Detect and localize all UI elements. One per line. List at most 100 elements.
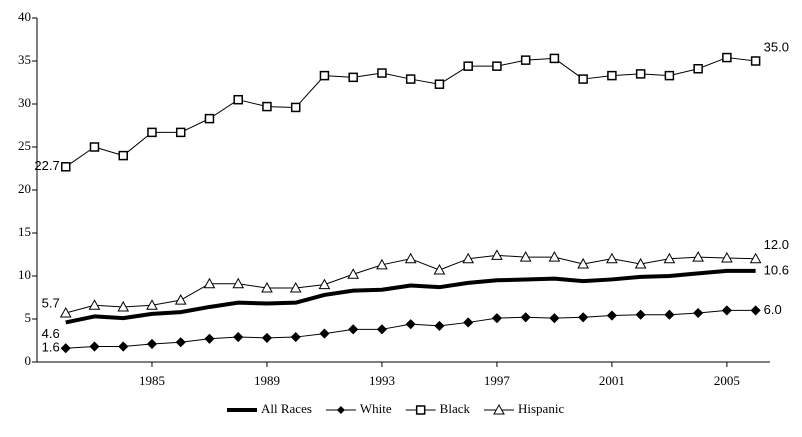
point	[491, 313, 502, 324]
series: 4.6 10.6	[42, 262, 789, 341]
point	[693, 307, 704, 319]
legend-marker	[336, 406, 345, 414]
value-label: 4.6	[42, 326, 60, 341]
point	[405, 319, 416, 330]
x-tick-label: 2001	[599, 373, 625, 388]
x-tick-label: 2005	[714, 373, 740, 388]
point	[548, 251, 561, 262]
legend-label: Black	[440, 401, 471, 416]
value-label: 35.0	[764, 39, 789, 54]
point	[693, 63, 703, 74]
point	[463, 61, 473, 71]
point	[290, 331, 301, 343]
point	[204, 333, 215, 344]
point	[635, 69, 646, 79]
point	[261, 332, 273, 343]
point	[692, 251, 704, 262]
value-label: 1.6	[42, 340, 60, 355]
point	[147, 127, 157, 138]
point	[290, 102, 301, 113]
point	[463, 317, 474, 328]
point	[118, 341, 129, 352]
point	[405, 74, 416, 84]
point	[434, 320, 445, 331]
point	[750, 56, 761, 66]
point	[722, 52, 732, 63]
value-label: 5.7	[42, 295, 60, 310]
point	[118, 150, 128, 161]
point	[233, 331, 244, 343]
point	[520, 55, 531, 65]
y-tick-label: 5	[25, 310, 32, 325]
y-tick-label: 20	[18, 181, 31, 196]
point	[117, 300, 130, 312]
x-tick-label: 1997	[484, 373, 511, 388]
y-tick-label: 10	[18, 267, 31, 282]
point	[319, 70, 330, 81]
y-tick-label: 25	[18, 138, 31, 153]
point	[549, 313, 560, 324]
point	[634, 257, 647, 269]
point	[347, 268, 360, 279]
legend-item: White	[325, 401, 392, 416]
point	[462, 252, 475, 264]
series: 22.7 35.0	[34, 39, 789, 173]
point	[749, 252, 762, 264]
x-tick-label: 1993	[369, 373, 395, 388]
y-tick-label: 30	[18, 95, 31, 110]
legend-item: Black	[405, 401, 471, 416]
point	[174, 294, 187, 305]
point	[577, 257, 590, 269]
point	[664, 70, 675, 81]
point	[60, 343, 71, 354]
value-label: 6.0	[764, 302, 782, 317]
point	[606, 252, 618, 264]
point	[318, 278, 331, 290]
legend-label: White	[360, 401, 392, 416]
point	[549, 53, 560, 64]
value-label: 10.6	[764, 262, 789, 277]
series: 1.6 6.0	[42, 302, 782, 355]
point	[721, 251, 733, 263]
point	[491, 249, 503, 260]
point	[89, 142, 100, 152]
point	[607, 70, 617, 81]
legend-label: All Races	[261, 401, 312, 416]
point	[204, 113, 215, 124]
point	[88, 299, 101, 310]
point	[663, 252, 676, 264]
point	[60, 162, 71, 172]
series: 5.7 12.0	[42, 237, 789, 318]
point	[232, 277, 245, 289]
y-tick-label: 40	[18, 9, 31, 24]
point	[175, 337, 186, 348]
legend-label: Hispanic	[518, 401, 564, 416]
value-label: 22.7	[34, 158, 59, 173]
legend-item: Hispanic	[484, 401, 564, 416]
point	[348, 324, 359, 335]
legend-marker	[415, 405, 426, 415]
point	[261, 282, 273, 293]
point	[433, 263, 446, 275]
point	[578, 74, 588, 84]
x-tick-label: 1985	[139, 373, 165, 388]
point	[404, 252, 417, 264]
point	[146, 338, 158, 350]
series-line	[65, 57, 756, 168]
y-tick-label: 0	[25, 353, 32, 368]
point	[89, 341, 100, 352]
series-line	[65, 309, 756, 349]
point	[377, 68, 387, 78]
x-tick-label: 1989	[254, 373, 280, 388]
point	[721, 305, 732, 316]
series-line	[65, 268, 756, 325]
point	[146, 299, 158, 310]
point	[59, 306, 72, 318]
point	[203, 277, 216, 289]
point	[578, 312, 589, 323]
point	[233, 94, 243, 105]
point	[606, 310, 617, 321]
legend-item: All Races	[227, 401, 312, 416]
y-tick-label: 15	[18, 224, 31, 239]
